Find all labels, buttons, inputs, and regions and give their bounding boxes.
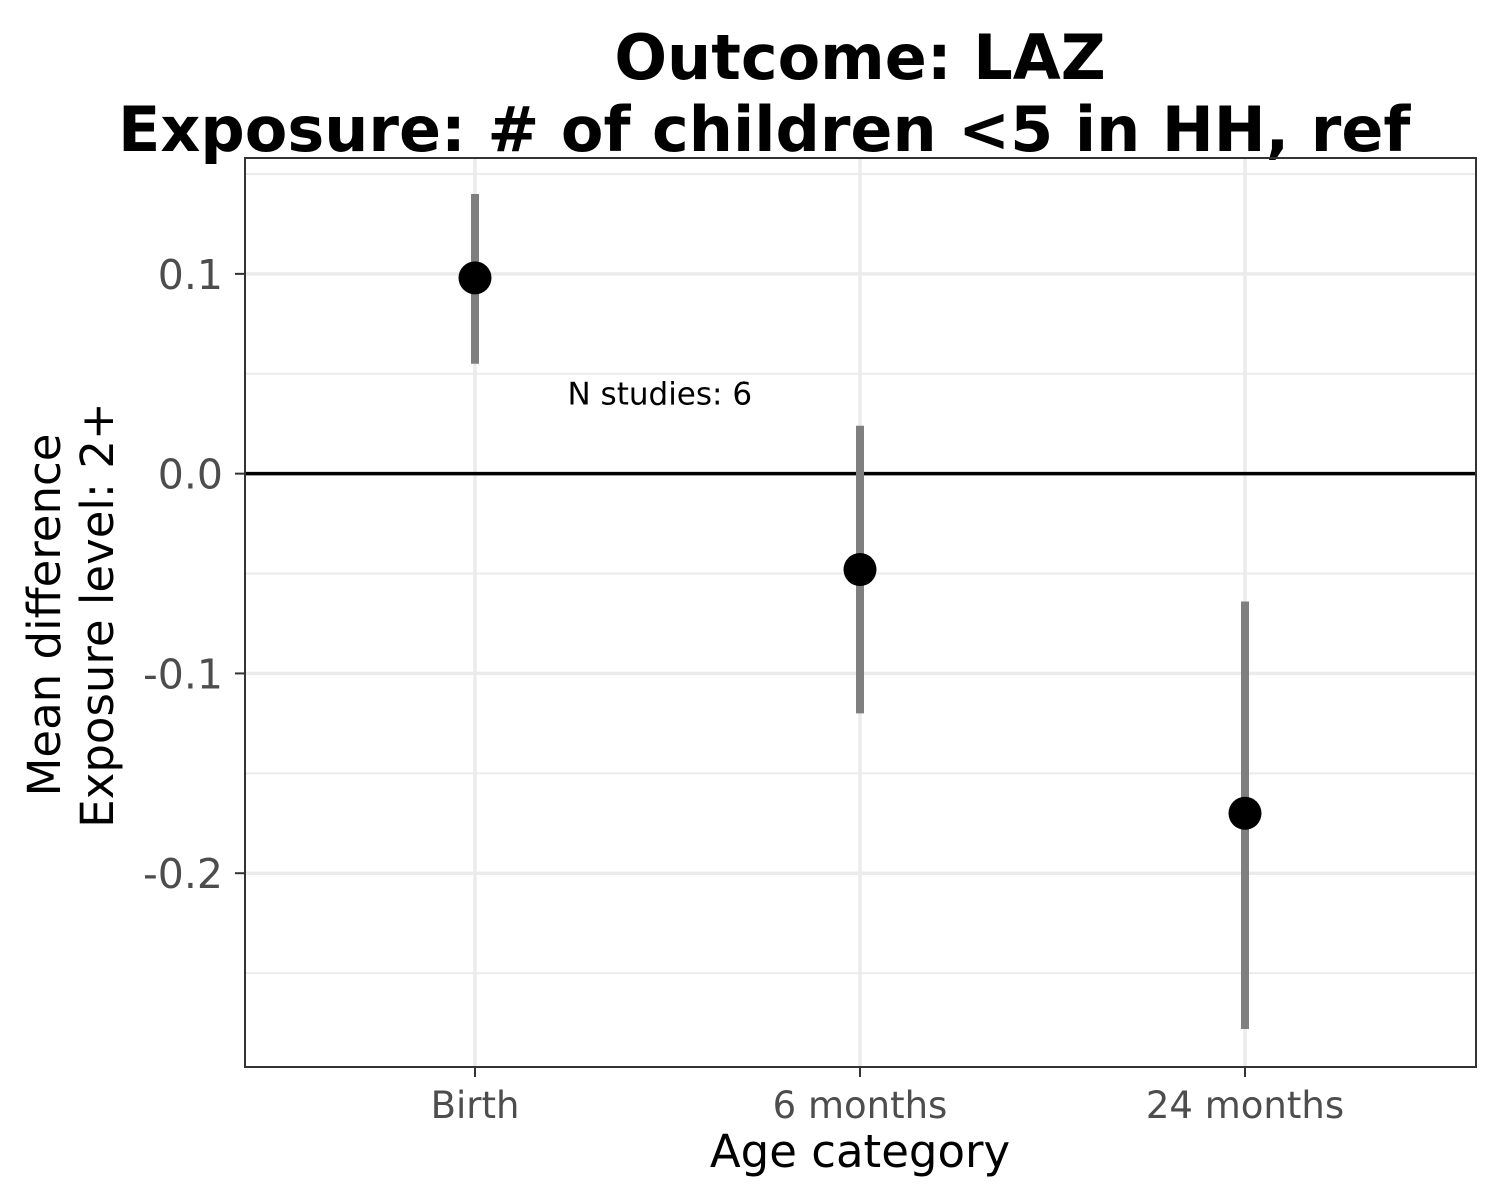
y-tick-label: -0.2: [143, 850, 223, 898]
y-axis-title: Mean difference Exposure level: 2+: [18, 402, 124, 827]
n-studies-annotation: N studies: 6: [568, 377, 753, 413]
plot-panel: N studies: 6: [244, 157, 1477, 1068]
y-axis: 0.1 0.0 -0.1 -0.2: [143, 251, 245, 898]
estimate-point-3: [1228, 796, 1262, 830]
x-axis-title: Age category: [710, 1125, 1010, 1178]
y-axis-title-line-2: Exposure level: 2+: [71, 402, 124, 827]
y-tick-label: 0.1: [158, 251, 223, 299]
y-tick-label: 0.0: [158, 451, 223, 499]
estimate-point-1: [458, 261, 492, 295]
chart-title-line-1: Outcome: LAZ: [614, 21, 1105, 94]
estimate-point-2: [843, 553, 877, 587]
x-tick-label: 24 months: [1146, 1084, 1344, 1127]
data-marks: [458, 193, 1262, 1030]
x-tick-label: Birth: [431, 1084, 520, 1127]
y-axis-title-line-1: Mean difference: [18, 434, 71, 797]
x-axis: Birth 6 months 24 months: [431, 1067, 1344, 1127]
chart-title-line-2: Exposure: # of children <5 in HH, ref: [118, 93, 1411, 166]
y-tick-label: -0.1: [143, 650, 223, 698]
x-tick-label: 6 months: [773, 1084, 948, 1127]
